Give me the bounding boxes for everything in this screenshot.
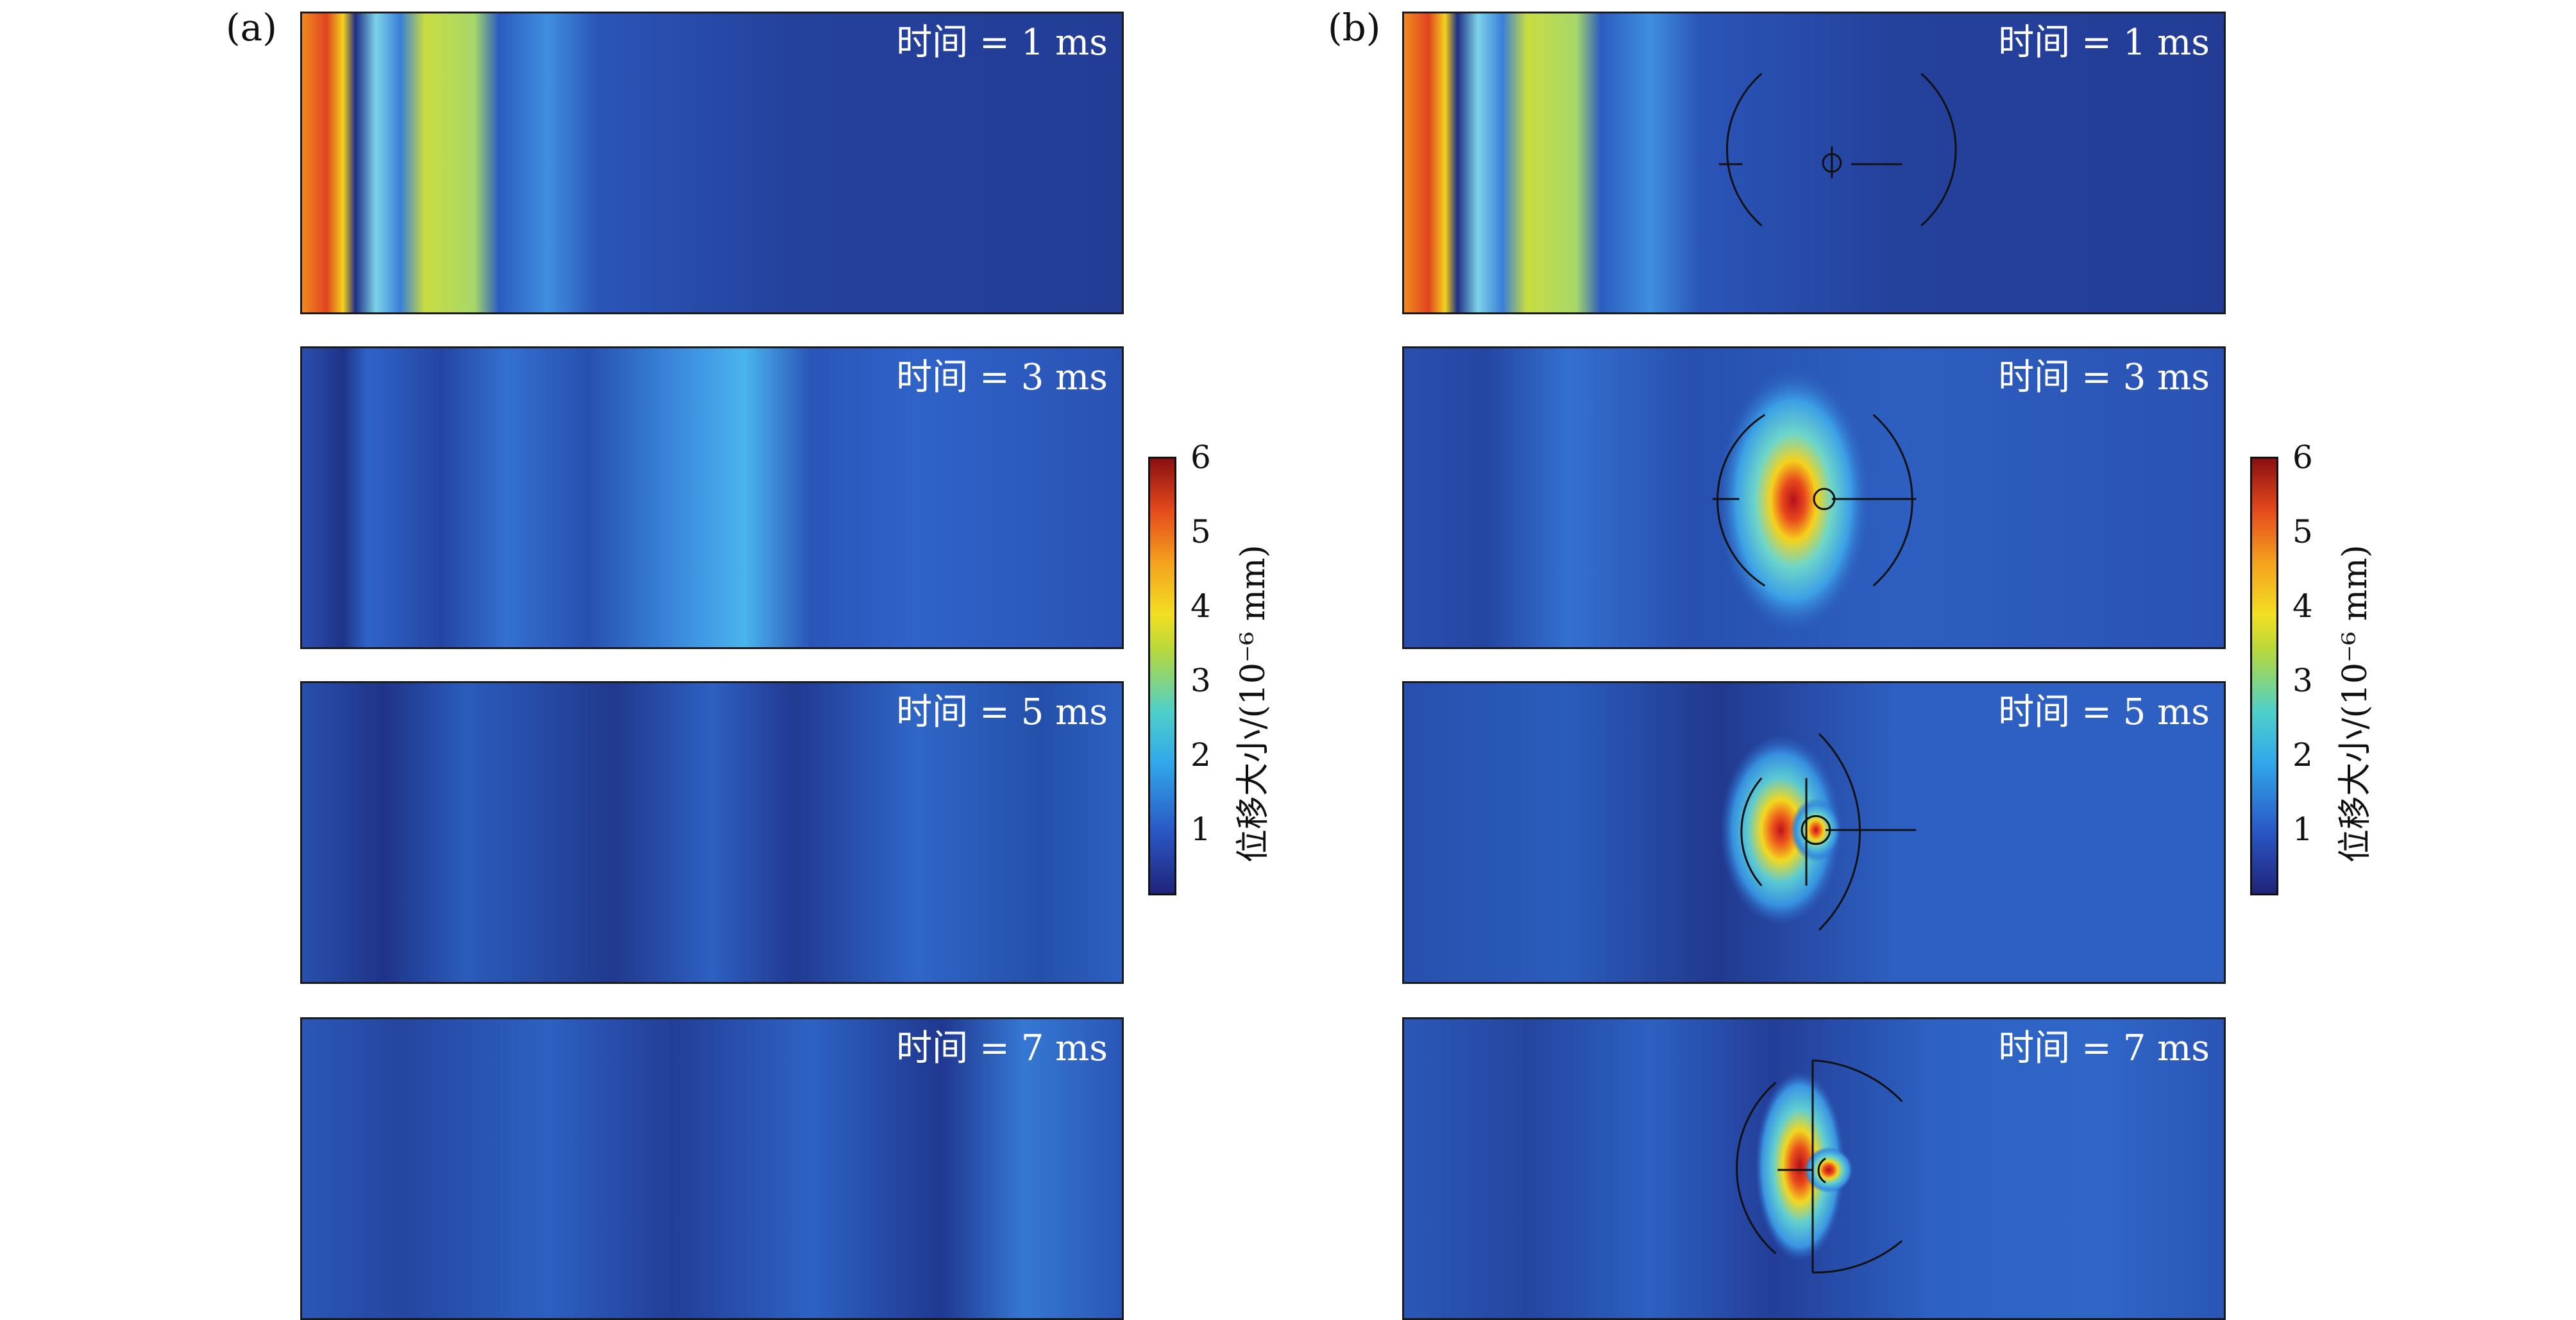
- time-label: 时间 = 5 ms: [896, 691, 1108, 733]
- time-label: 时间 = 7 ms: [1998, 1028, 2210, 1069]
- colorbar-tick-label: 5: [1191, 513, 1211, 550]
- colorbar-tick-label: 6: [2292, 439, 2313, 476]
- plot-a-t3: 时间 = 3 ms: [300, 346, 1124, 649]
- colorbar-tick-label: 2: [2292, 736, 2313, 774]
- colorbar-tick-label: 5: [2292, 513, 2313, 550]
- colorbar-a: [1148, 457, 1176, 895]
- time-label: 时间 = 7 ms: [896, 1028, 1108, 1069]
- colorbar-title: 位移大小/(10⁻⁶ mm): [2336, 545, 2375, 863]
- plot-b-t5: 时间 = 5 ms: [1402, 681, 2226, 984]
- panel-label-a: (a): [226, 6, 277, 49]
- colorbar-tick-label: 1: [1191, 811, 1211, 848]
- scatterer-outline: [1736, 1059, 1903, 1274]
- colorbar-tick-label: 3: [2292, 662, 2313, 699]
- colorbar-tick-label: 4: [1191, 588, 1211, 625]
- colorbar-tick: [1148, 457, 1157, 459]
- colorbar-tick-label: 1: [2292, 811, 2313, 848]
- time-label: 时间 = 1 ms: [896, 22, 1108, 63]
- time-label: 时间 = 1 ms: [1998, 22, 2210, 63]
- plot-a-t5: 时间 = 5 ms: [300, 681, 1124, 984]
- time-label: 时间 = 3 ms: [1998, 357, 2210, 398]
- panel-label-b: (b): [1328, 6, 1381, 49]
- scatterer-outline: [1712, 414, 1917, 587]
- plot-a-t7: 时间 = 7 ms: [300, 1017, 1124, 1320]
- time-label: 时间 = 3 ms: [896, 357, 1108, 398]
- colorbar-b: [2250, 457, 2278, 895]
- scatterer-outline: [1718, 72, 1957, 226]
- plot-b-t3: 时间 = 3 ms: [1402, 346, 2226, 649]
- plot-a-t1: 时间 = 1 ms: [300, 12, 1124, 314]
- time-label: 时间 = 5 ms: [1998, 691, 2210, 733]
- colorbar-tick-label: 3: [1191, 662, 1211, 699]
- colorbar-tick-label: 6: [1191, 439, 1211, 476]
- colorbar-tick-label: 4: [2292, 588, 2313, 625]
- colorbar-tick-label: 2: [1191, 736, 1211, 774]
- plot-b-t1: 时间 = 1 ms: [1402, 12, 2226, 314]
- colorbar-title: 位移大小/(10⁻⁶ mm): [1234, 545, 1273, 863]
- scatterer-outline: [1740, 732, 1917, 931]
- plot-b-t7: 时间 = 7 ms: [1402, 1017, 2226, 1320]
